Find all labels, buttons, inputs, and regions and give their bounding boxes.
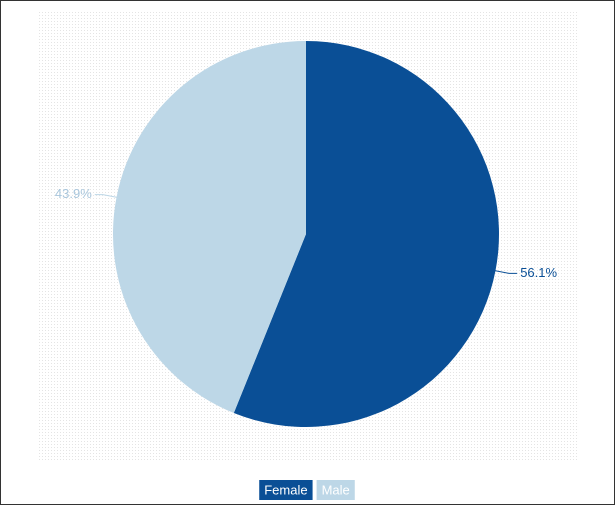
legend-label: Female	[264, 482, 307, 497]
legend-label: Male	[322, 482, 350, 497]
legend-item	[259, 480, 313, 500]
data-label: 43.9%	[55, 186, 92, 201]
pie-slice	[112, 41, 306, 413]
leader-line	[491, 269, 518, 274]
legend-item	[316, 480, 355, 500]
legend: Female Male	[259, 480, 355, 500]
leader-line	[94, 194, 121, 199]
data-label: 56.1%	[520, 265, 557, 280]
pie-slice	[233, 41, 499, 427]
